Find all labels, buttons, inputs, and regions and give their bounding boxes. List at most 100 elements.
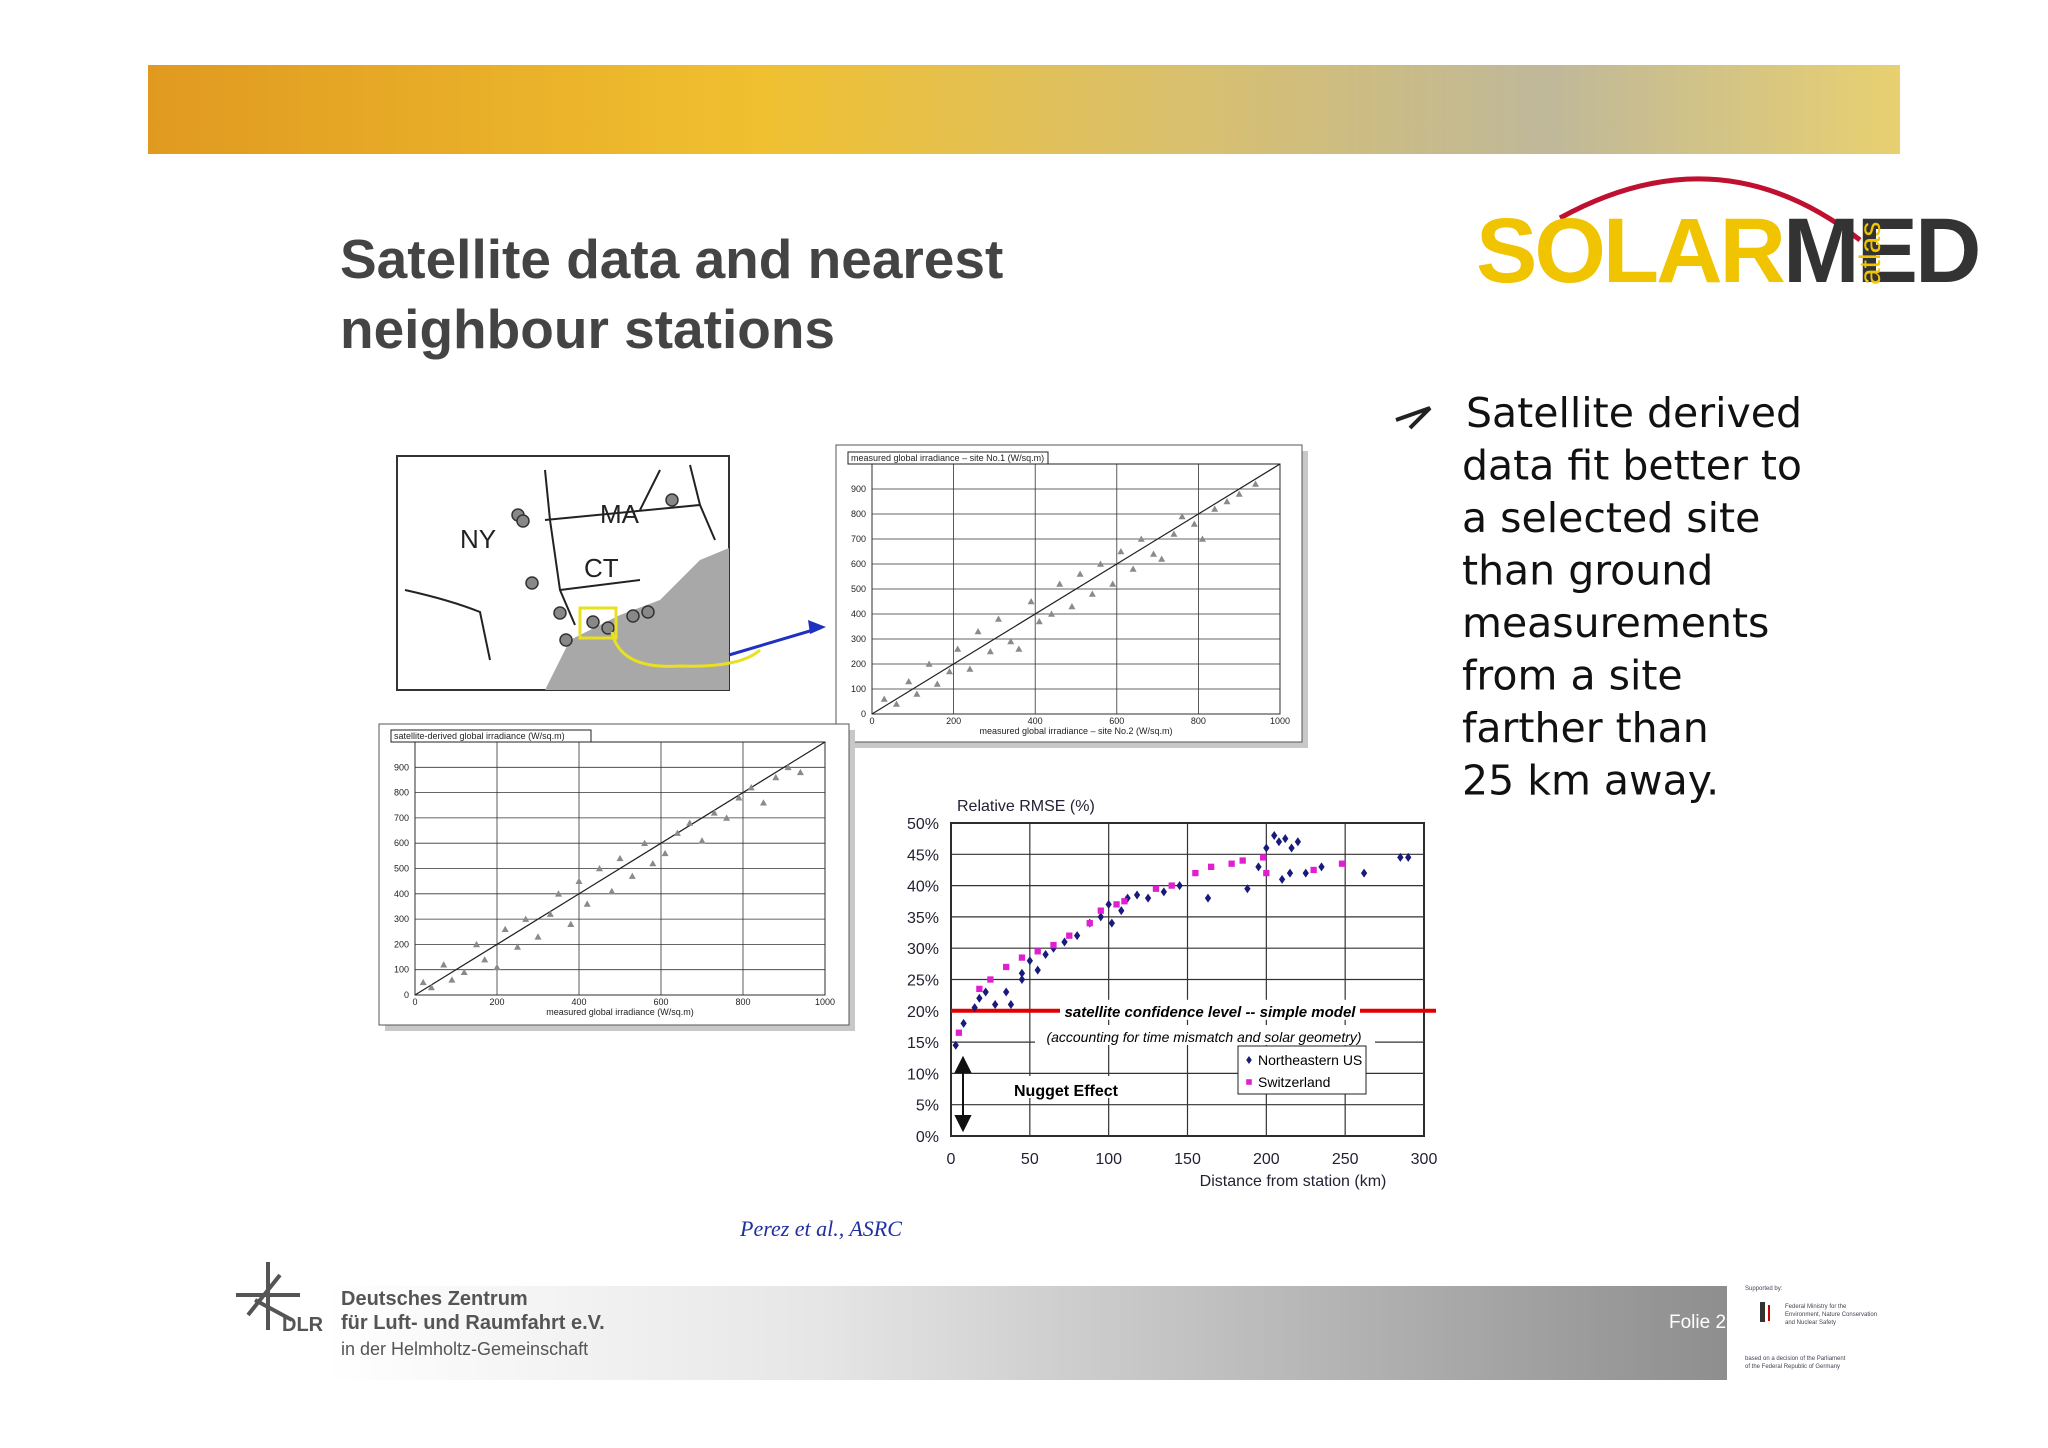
point	[1178, 513, 1186, 520]
point	[735, 794, 743, 801]
point	[649, 859, 657, 867]
point	[460, 968, 468, 976]
bullet-line: farther than	[1462, 704, 1709, 752]
point	[880, 695, 888, 702]
ministry-line: Environment, Nature Conservation	[1785, 1312, 1877, 1318]
x-tick-label: 400	[571, 997, 586, 1007]
bullet-text: Satellite derived data fit better toa sel…	[1462, 389, 1802, 805]
x-axis-label: Distance from station (km)	[1200, 1173, 1387, 1190]
point	[448, 976, 456, 983]
point	[1076, 570, 1084, 577]
x-axis-label: measured global irradiance – site No.2 (…	[979, 726, 1172, 736]
map-arrow	[728, 626, 821, 657]
logo-sub: atlas	[1854, 222, 1887, 285]
nugget-arrow	[954, 1055, 972, 1133]
point	[1137, 535, 1145, 542]
point	[1096, 560, 1104, 567]
x-tick-label: 250	[1332, 1151, 1359, 1168]
point	[1275, 837, 1283, 847]
point	[1278, 874, 1286, 884]
point	[946, 668, 954, 675]
point	[1152, 885, 1160, 892]
x-tick-label: 1000	[815, 997, 835, 1007]
y-tick-label: 0	[861, 709, 866, 719]
y-tick-label: 900	[394, 762, 409, 772]
point	[982, 987, 989, 997]
point	[1223, 498, 1231, 505]
point	[1109, 580, 1117, 587]
point	[954, 645, 962, 652]
point	[1286, 868, 1294, 878]
point	[1192, 869, 1199, 877]
point	[987, 976, 994, 983]
y-tick-label: 300	[851, 634, 866, 644]
point	[1007, 638, 1015, 645]
logo-part: SOLAR	[1476, 200, 1785, 302]
x-tick-label: 800	[735, 997, 750, 1007]
point	[710, 809, 718, 816]
point	[567, 920, 575, 927]
point	[1003, 987, 1010, 997]
x-tick-label: 200	[489, 997, 504, 1007]
x-tick-label: 200	[946, 716, 961, 726]
citation: Perez et al., ASRC	[739, 1216, 902, 1241]
point	[641, 839, 649, 846]
station	[553, 606, 567, 620]
point	[905, 678, 913, 685]
point	[1035, 618, 1043, 625]
slide-number: Folie 29	[1669, 1312, 1737, 1333]
point	[608, 887, 616, 895]
point	[955, 1029, 963, 1036]
map-label: NY	[460, 524, 496, 554]
point	[1034, 948, 1041, 955]
org-line: für Luft- und Raumfahrt e.V.	[341, 1312, 605, 1334]
map-arrowhead	[808, 620, 826, 634]
title-line: neighbour stations	[340, 298, 835, 360]
point	[1150, 550, 1158, 557]
point	[1168, 882, 1175, 889]
point	[723, 814, 731, 821]
banner	[148, 65, 1900, 154]
point	[473, 940, 480, 948]
y-tick-label: 200	[851, 659, 866, 669]
point	[1246, 1056, 1252, 1064]
annotation: Nugget Effect	[1014, 1083, 1119, 1100]
y-tick-label: 300	[394, 914, 409, 924]
point	[1263, 843, 1270, 853]
y-tick-label: 35%	[907, 910, 939, 927]
legend-label: Northeastern US	[1258, 1052, 1362, 1068]
org-line: Deutsches Zentrum	[341, 1288, 528, 1310]
logo-text: SOLARMED	[1476, 200, 1978, 302]
point	[976, 993, 983, 1003]
point	[1007, 1000, 1015, 1010]
bullet-line: measurements	[1462, 599, 1769, 647]
y-tick-label: 800	[851, 509, 866, 519]
support-box: Supported by: Federal Ministry for the E…	[1745, 1286, 1877, 1370]
point	[1144, 893, 1152, 903]
point	[1042, 949, 1049, 959]
bullet-line: from a site	[1462, 652, 1683, 700]
point	[1204, 893, 1212, 903]
bullet-line: Satellite derived	[1466, 389, 1802, 437]
x-tick-label: 0	[869, 716, 874, 726]
point	[1015, 645, 1023, 652]
y-tick-label: 25%	[907, 973, 939, 990]
point	[1097, 912, 1104, 922]
map-highlight	[578, 606, 618, 640]
ministry-line: and Nuclear Safety	[1785, 1320, 1836, 1326]
dlr-abbr: DLR	[282, 1314, 324, 1336]
point	[1117, 548, 1125, 555]
support-heading: Supported by:	[1745, 1286, 1783, 1292]
annotation: (accounting for time mismatch and solar …	[1046, 1029, 1361, 1045]
point	[1073, 931, 1081, 941]
point	[673, 829, 681, 836]
point	[925, 660, 933, 667]
point	[1068, 603, 1076, 610]
point	[1027, 598, 1035, 605]
y-tick-label: 700	[394, 813, 409, 823]
point	[1235, 490, 1243, 497]
point	[1228, 860, 1235, 867]
y-tick-label: 20%	[907, 1004, 939, 1021]
map: NY MA CT	[396, 455, 826, 691]
